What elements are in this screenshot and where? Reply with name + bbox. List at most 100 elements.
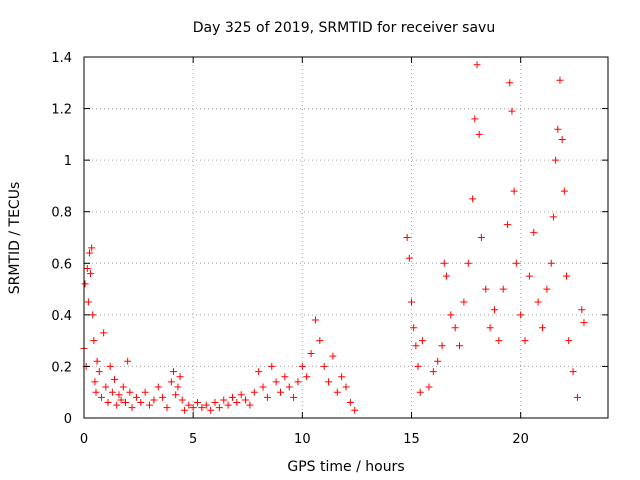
data-point	[303, 373, 311, 381]
data-point	[174, 383, 182, 391]
data-point	[242, 396, 250, 404]
data-point	[202, 401, 210, 409]
data-point	[198, 404, 206, 412]
data-point	[504, 221, 512, 229]
data-point	[97, 393, 105, 401]
data-point	[126, 388, 134, 396]
data-point	[124, 357, 132, 365]
data-point	[233, 399, 241, 407]
data-point	[81, 280, 89, 288]
data-point	[482, 285, 490, 293]
y-tick-label: 1.4	[51, 51, 72, 66]
data-point	[189, 404, 197, 412]
y-tick-label: 1.2	[51, 103, 72, 118]
x-axis-ticks: 0 5 10 15 20	[80, 57, 529, 447]
plot-frame	[83, 56, 609, 419]
data-point	[316, 337, 324, 345]
data-point	[556, 76, 564, 84]
data-point	[471, 115, 479, 123]
data-point	[440, 259, 448, 267]
data-point	[294, 378, 302, 386]
y-axis-ticks: 0 0.2 0.4 0.6 0.8 1 1.2 1.4	[51, 51, 608, 427]
data-point	[255, 368, 263, 376]
data-point	[403, 234, 411, 241]
data-point	[563, 272, 571, 280]
data-point	[346, 399, 354, 407]
data-point	[178, 396, 186, 404]
data-point	[414, 362, 422, 370]
grid	[84, 57, 608, 418]
data-point	[539, 324, 546, 332]
y-axis-label: SRMTID / TECUs	[7, 182, 23, 295]
data-point	[325, 378, 333, 386]
data-point	[569, 368, 577, 376]
data-point	[495, 337, 503, 345]
data-point	[442, 272, 450, 280]
data-point	[268, 362, 276, 370]
data-point	[87, 270, 95, 278]
data-point	[580, 319, 588, 327]
data-point	[554, 125, 562, 133]
data-point	[228, 393, 236, 401]
data-point	[84, 298, 92, 306]
data-point	[438, 342, 446, 350]
data-point	[90, 337, 98, 345]
data-point	[425, 383, 433, 391]
data-point	[469, 195, 477, 203]
data-point	[89, 311, 97, 319]
data-point	[473, 61, 481, 69]
data-point	[412, 342, 420, 350]
data-point	[351, 406, 359, 414]
data-point	[499, 285, 507, 293]
data-point	[456, 342, 464, 350]
data-point	[418, 337, 426, 345]
data-point	[547, 259, 555, 267]
data-point	[100, 329, 108, 337]
data-point	[408, 298, 415, 306]
data-point	[92, 388, 100, 396]
data-point	[311, 316, 319, 324]
data-point	[578, 306, 586, 314]
data-point	[172, 391, 180, 399]
data-point	[132, 393, 140, 401]
data-point	[104, 399, 112, 407]
data-point	[277, 388, 284, 396]
data-point	[102, 383, 110, 391]
data-point	[88, 244, 96, 252]
data-point	[460, 298, 468, 306]
data-point	[185, 401, 193, 409]
data-point	[246, 401, 254, 409]
y-tick-label: 0.8	[51, 206, 72, 221]
data-point	[176, 373, 184, 381]
x-axis-label: GPS time / hours	[287, 459, 404, 475]
x-tick-label: 5	[189, 432, 197, 447]
data-points	[80, 61, 588, 414]
data-point	[565, 337, 573, 345]
data-point	[111, 375, 119, 383]
data-point	[490, 306, 498, 314]
x-tick-label: 0	[80, 432, 88, 447]
data-point	[307, 350, 315, 358]
data-point	[207, 406, 215, 414]
data-point	[549, 213, 557, 221]
data-point	[521, 337, 529, 345]
x-tick-label: 10	[294, 432, 311, 447]
data-point	[416, 388, 424, 396]
data-point	[329, 352, 337, 360]
y-tick-label: 0.4	[51, 309, 72, 324]
data-point	[119, 383, 127, 391]
data-point	[211, 399, 219, 407]
data-point	[510, 187, 518, 195]
data-point	[146, 401, 153, 409]
data-point	[263, 393, 271, 401]
data-point	[477, 234, 485, 241]
data-point	[281, 373, 289, 381]
data-point	[117, 396, 125, 404]
data-point	[108, 388, 116, 396]
data-point	[154, 383, 162, 391]
data-point	[405, 254, 413, 262]
data-point	[91, 378, 99, 386]
data-point	[194, 399, 202, 407]
data-point	[447, 311, 455, 319]
data-point	[215, 404, 223, 412]
